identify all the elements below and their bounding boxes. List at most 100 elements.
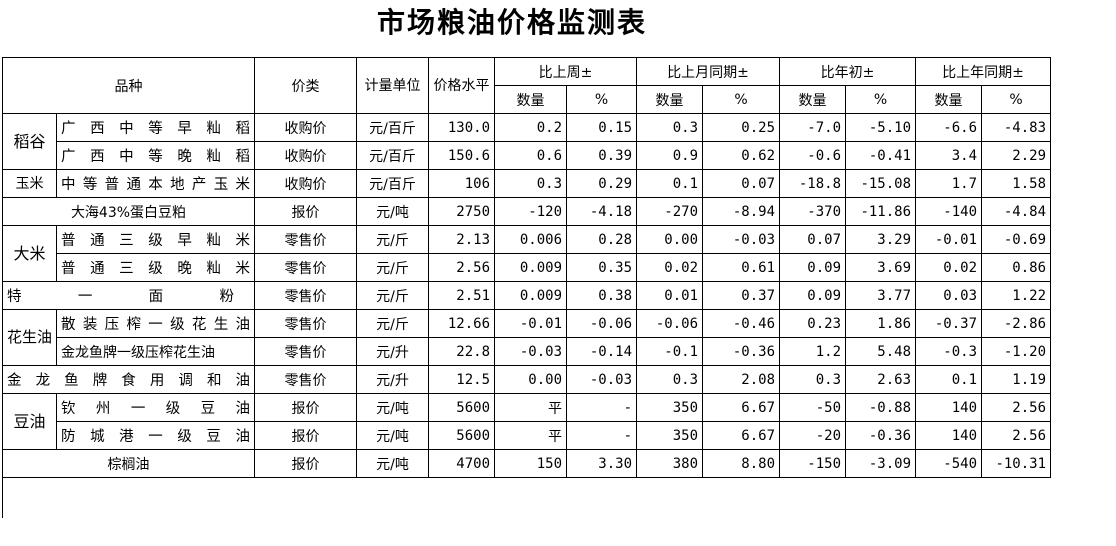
row-name: 广西中等早籼稻 <box>56 113 256 142</box>
row-week-qty: 0.006 <box>494 225 568 254</box>
header-qty: 数量 <box>915 85 983 114</box>
header-pct: % <box>702 85 781 114</box>
row-week-qty: 0.009 <box>494 281 568 310</box>
header-pct: % <box>981 85 1052 114</box>
row-unit: 元/吨 <box>356 421 430 450</box>
row-lastyear-qty: -540 <box>915 449 983 478</box>
row-year-qty: -0.6 <box>779 141 847 170</box>
row-lastyear-pct: 1.19 <box>981 365 1052 394</box>
row-year-pct: 3.77 <box>845 281 917 310</box>
row-week-pct: -0.03 <box>566 365 638 394</box>
table-row: 广西中等晚籼稻 收购价 元/百斤 150.6 0.6 0.39 0.9 0.62… <box>3 141 1052 170</box>
row-month-pct: -8.94 <box>702 197 781 226</box>
row-type: 收购价 <box>254 141 358 170</box>
row-week-pct: -0.14 <box>566 337 638 366</box>
row-name: 钦州一级豆油 <box>56 393 256 422</box>
group-label-corn: 玉米 <box>1 169 58 198</box>
row-year-pct: -0.88 <box>845 393 917 422</box>
row-name: 散装压榨一级花生油 <box>56 309 256 338</box>
row-type: 零售价 <box>254 337 358 366</box>
row-year-qty: 0.07 <box>779 225 847 254</box>
row-price: 5600 <box>428 393 496 422</box>
row-year-pct: -0.41 <box>845 141 917 170</box>
row-lastyear-qty: 3.4 <box>915 141 983 170</box>
group-label-peanut-oil: 花生油 <box>1 309 58 366</box>
row-year-qty: -50 <box>779 393 847 422</box>
row-unit: 元/百斤 <box>356 169 430 198</box>
row-lastyear-pct: -1.20 <box>981 337 1052 366</box>
row-lastyear-qty: 1.7 <box>915 169 983 198</box>
row-lastyear-qty: 0.03 <box>915 281 983 310</box>
row-month-qty: 0.1 <box>636 169 704 198</box>
row-lastyear-pct: -2.86 <box>981 309 1052 338</box>
row-price: 12.66 <box>428 309 496 338</box>
header-pct: % <box>566 85 638 114</box>
row-month-qty: 0.3 <box>636 113 704 142</box>
row-week-pct: -4.18 <box>566 197 638 226</box>
header-qty: 数量 <box>779 85 847 114</box>
row-price: 4700 <box>428 449 496 478</box>
row-type: 零售价 <box>254 225 358 254</box>
row-name: 普通三级早籼米 <box>56 225 256 254</box>
row-type: 报价 <box>254 421 358 450</box>
row-name: 防城港一级豆油 <box>56 421 256 450</box>
row-price: 2.13 <box>428 225 496 254</box>
row-week-qty: 0.3 <box>494 169 568 198</box>
row-type: 收购价 <box>254 113 358 142</box>
row-unit: 元/斤 <box>356 281 430 310</box>
row-week-qty: -0.01 <box>494 309 568 338</box>
row-name: 金龙鱼牌一级压榨花生油 <box>56 337 256 366</box>
row-name: 普通三级晚籼米 <box>56 253 256 282</box>
header-prev-month-same: 比上月同期± <box>636 57 781 86</box>
table-row: 玉米 中等普通本地产玉米 收购价 元/百斤 106 0.3 0.29 0.1 0… <box>1 169 1052 198</box>
row-unit: 元/斤 <box>356 253 430 282</box>
table-row: 防城港一级豆油 报价 元/吨 5600 平 - 350 6.67 -20 -0.… <box>3 421 1052 450</box>
row-week-qty: 平 <box>494 421 568 450</box>
row-lastyear-pct: 1.58 <box>981 169 1052 198</box>
row-month-qty: 0.00 <box>636 225 704 254</box>
header-year-start: 比年初± <box>779 57 917 86</box>
row-week-pct: 3.30 <box>566 449 638 478</box>
row-lastyear-qty: 140 <box>915 393 983 422</box>
row-lastyear-pct: 0.86 <box>981 253 1052 282</box>
row-year-pct: -15.08 <box>845 169 917 198</box>
row-week-qty: 0.009 <box>494 253 568 282</box>
row-month-qty: 0.02 <box>636 253 704 282</box>
header-price-type: 价类 <box>254 57 358 114</box>
table-row: 普通三级晚籼米 零售价 元/斤 2.56 0.009 0.35 0.02 0.6… <box>3 253 1052 282</box>
row-week-pct: -0.06 <box>566 309 638 338</box>
row-month-pct: 0.37 <box>702 281 781 310</box>
row-year-pct: -3.09 <box>845 449 917 478</box>
group-label-rice: 大米 <box>1 225 58 282</box>
row-year-qty: -18.8 <box>779 169 847 198</box>
table-row: 花生油 散装压榨一级花生油 零售价 元/斤 12.66 -0.01 -0.06 … <box>1 309 1052 366</box>
row-price: 2750 <box>428 197 496 226</box>
table-row: 大海43%蛋白豆粕 报价 元/吨 2750 -120 -4.18 -270 -8… <box>1 197 1052 226</box>
row-year-pct: 1.86 <box>845 309 917 338</box>
row-month-pct: 6.67 <box>702 393 781 422</box>
row-week-qty: -0.03 <box>494 337 568 366</box>
row-lastyear-qty: -0.3 <box>915 337 983 366</box>
table-row: 棕榈油 报价 元/吨 4700 150 3.30 380 8.80 -150 -… <box>1 449 1052 478</box>
row-lastyear-pct: -4.83 <box>981 113 1052 142</box>
row-lastyear-pct: 2.29 <box>981 141 1052 170</box>
row-lastyear-qty: 0.02 <box>915 253 983 282</box>
row-year-pct: 3.29 <box>845 225 917 254</box>
row-lastyear-qty: 140 <box>915 421 983 450</box>
row-month-pct: 0.62 <box>702 141 781 170</box>
row-lastyear-pct: -10.31 <box>981 449 1052 478</box>
row-week-pct: - <box>566 421 638 450</box>
row-week-qty: -120 <box>494 197 568 226</box>
row-lastyear-pct: 2.56 <box>981 393 1052 422</box>
row-week-qty: 0.2 <box>494 113 568 142</box>
row-lastyear-qty: -0.01 <box>915 225 983 254</box>
page-title: 市场粮油价格监测表 <box>376 6 647 39</box>
row-week-pct: 0.15 <box>566 113 638 142</box>
header-row-2: 数量 % 数量 % 数量 % 数量 % <box>3 85 1052 114</box>
row-price: 2.56 <box>428 253 496 282</box>
row-price: 150.6 <box>428 141 496 170</box>
row-month-qty: 380 <box>636 449 704 478</box>
row-unit: 元/百斤 <box>356 141 430 170</box>
header-prev-week: 比上周± <box>494 57 638 86</box>
row-unit: 元/升 <box>356 337 430 366</box>
